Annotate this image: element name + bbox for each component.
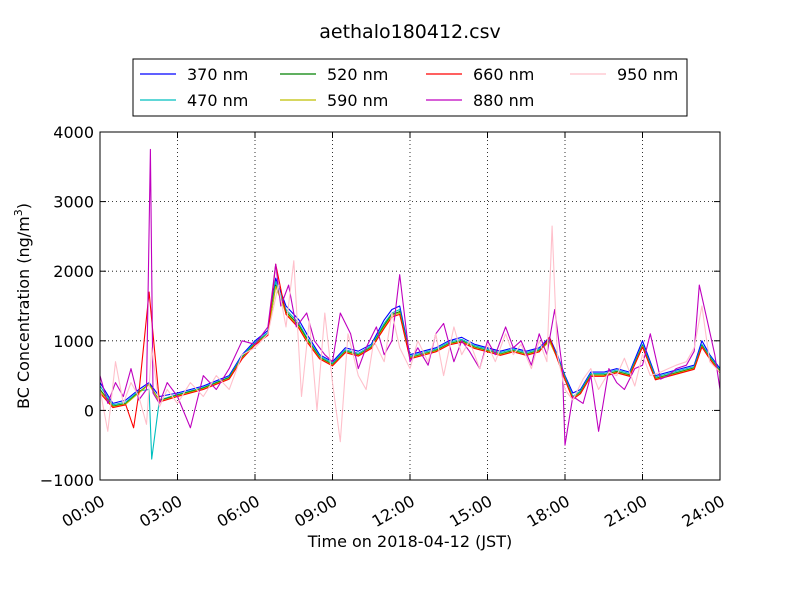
y-axis-label-sup: 3 <box>12 209 25 216</box>
y-tick-label: 3000 <box>53 193 94 212</box>
y-tick-labels: −1000 0 1000 2000 3000 4000 <box>40 123 94 490</box>
y-axis-label-main: BC Concentration (ng/m <box>14 216 33 409</box>
y-tick-label: 0 <box>84 401 94 420</box>
series-line-950-nm <box>100 225 720 443</box>
legend-entry-label: 880 nm <box>473 91 534 110</box>
y-axis-label-end: ) <box>14 203 33 209</box>
y-axis-label: BC Concentration (ng/m3) <box>12 203 33 409</box>
y-tick-label: 4000 <box>53 123 94 142</box>
x-axis-label: Time on 2018-04-12 (JST) <box>307 532 512 551</box>
series-line-370-nm <box>100 277 720 404</box>
legend-entry-label: 590 nm <box>327 91 388 110</box>
ticks <box>99 131 721 481</box>
legend-box <box>132 58 688 117</box>
chart-title: aethalo180412.csv <box>319 21 501 43</box>
series-lines <box>100 148 720 460</box>
legend: 370 nm 470 nm 520 nm 590 nm 660 nm 880 nm 950 … <box>132 58 688 117</box>
y-tick-label: 1000 <box>53 332 94 351</box>
y-tick-label: 2000 <box>53 262 94 281</box>
legend-entry-label: 660 nm <box>473 65 534 84</box>
legend-entry-label: 370 nm <box>187 65 248 84</box>
legend-entry-label: 950 nm <box>617 65 678 84</box>
series-line-880-nm <box>100 148 720 446</box>
y-tick-label: −1000 <box>40 471 94 490</box>
legend-entry-label: 520 nm <box>327 65 388 84</box>
legend-entry-label: 470 nm <box>187 91 248 110</box>
grid <box>100 132 720 480</box>
